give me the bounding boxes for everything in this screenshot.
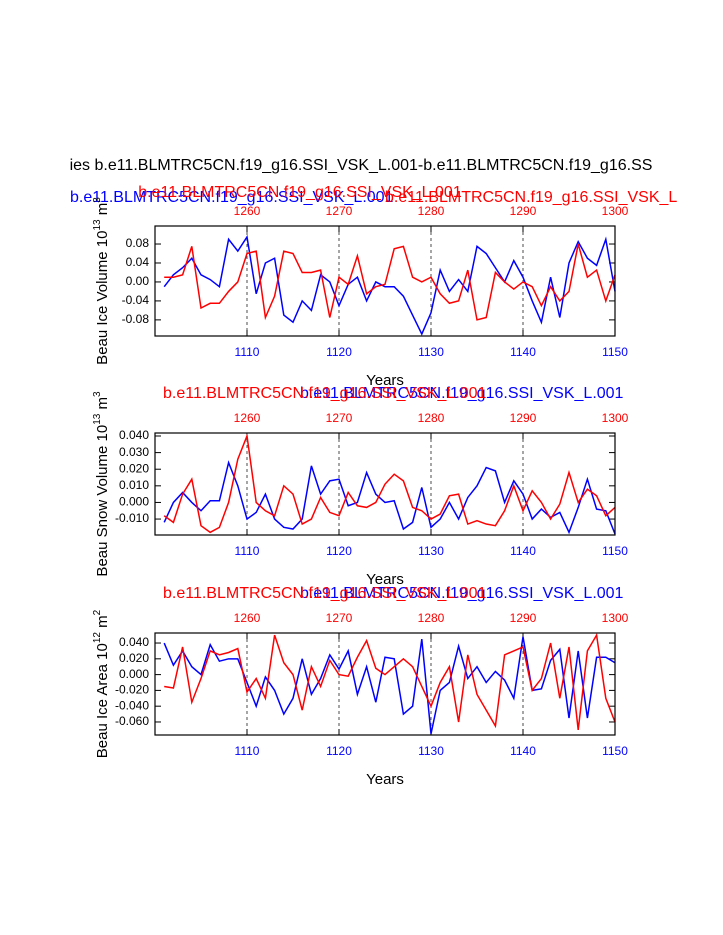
x2-tick-label: 1280 bbox=[418, 611, 445, 625]
x-tick-label: 1130 bbox=[418, 544, 444, 558]
x-tick-label: 1140 bbox=[510, 544, 536, 558]
y-axis-label-part: 3 bbox=[92, 391, 103, 397]
x2-tick-label: 1300 bbox=[602, 411, 629, 425]
x2-tick-label: 1260 bbox=[234, 411, 261, 425]
y-tick-label: 0.040 bbox=[119, 635, 149, 649]
y-tick-label: -0.040 bbox=[115, 698, 149, 712]
x2-tick-label: 1260 bbox=[234, 611, 261, 625]
annotation: b.e11.BLMTRC5CN.f19_g16.SSI_VSK_L bbox=[385, 189, 677, 206]
x-tick-label: 1150 bbox=[602, 544, 628, 558]
x-tick-label: 1110 bbox=[235, 345, 260, 359]
x-tick-label: 1140 bbox=[510, 345, 536, 359]
series-line bbox=[163, 460, 616, 535]
x2-tick-label: 1270 bbox=[326, 204, 353, 218]
x2-tick-label: 1260 bbox=[234, 204, 261, 218]
y-axis-label-part: m bbox=[94, 615, 111, 632]
y-tick-label: -0.060 bbox=[115, 714, 149, 728]
x-tick-label: 1130 bbox=[418, 744, 444, 758]
series-name: b.e11.BLMTRC5CN.f19_g16.SSI_VSK_L.001 bbox=[70, 189, 394, 206]
y-tick-label: 0.00 bbox=[126, 274, 150, 288]
y-axis-label-part: m bbox=[94, 203, 111, 220]
suptitle: ies b.e11.BLMTRC5CN.f19_g16.SSI_VSK_L.00… bbox=[70, 157, 653, 174]
x-tick-label: 1130 bbox=[418, 345, 444, 359]
x-tick-label: 1120 bbox=[326, 744, 352, 758]
y-axis-label-part: 13 bbox=[92, 413, 103, 425]
y-axis-label-part: m bbox=[94, 397, 111, 414]
y-axis-label: Beau Ice Area 1012 m2 bbox=[92, 609, 111, 758]
series-name: b.e11.BLMTRC5CN.f19_g16.SSI_VSK_L.001 bbox=[300, 385, 624, 402]
x-tick-label: 1120 bbox=[326, 544, 352, 558]
series-name: b.e11.BLMTRC5CN.f19_g16.SSI_VSK_L.001 bbox=[163, 585, 487, 602]
y-tick-label: 0.030 bbox=[119, 445, 149, 459]
x2-tick-label: 1270 bbox=[326, 411, 353, 425]
x-axis-label: Years bbox=[366, 571, 404, 588]
series-line bbox=[163, 234, 616, 336]
y-tick-label: 0.020 bbox=[119, 461, 149, 475]
x2-tick-label: 1290 bbox=[510, 611, 537, 625]
y-tick-label: 0.04 bbox=[126, 255, 150, 269]
x2-tick-label: 1300 bbox=[602, 611, 629, 625]
x-tick-label: 1110 bbox=[235, 544, 260, 558]
y-axis-label-part: 2 bbox=[92, 609, 103, 615]
x-tick-label: 1150 bbox=[602, 345, 628, 359]
y-tick-label: 0.040 bbox=[119, 428, 149, 442]
y-tick-label: 0.010 bbox=[119, 478, 149, 492]
x-tick-label: 1140 bbox=[510, 744, 536, 758]
y-tick-label: 0.000 bbox=[119, 667, 149, 681]
series-line bbox=[163, 433, 616, 534]
plot-frame bbox=[154, 632, 616, 736]
y-tick-label: -0.020 bbox=[115, 683, 149, 697]
y-axis-label: Beau Ice Volume 1013 m3 bbox=[92, 197, 111, 365]
y-axis-label-part: 12 bbox=[92, 632, 103, 644]
x2-tick-label: 1280 bbox=[418, 411, 445, 425]
series-line bbox=[164, 632, 616, 730]
series-name: b.e11.BLMTRC5CN.f19_g16.SSI_VSK_L.001 bbox=[138, 184, 462, 201]
y-axis-label-part: Beau Ice Area 10 bbox=[94, 643, 111, 758]
x-tick-label: 1150 bbox=[602, 744, 628, 758]
y-tick-label: 0.000 bbox=[119, 495, 149, 509]
plot-frame bbox=[154, 225, 616, 337]
x-tick-label: 1120 bbox=[326, 345, 352, 359]
y-tick-label: 0.08 bbox=[126, 236, 150, 250]
series-name: b.e11.BLMTRC5CN.f19_g16.SSI_VSK_L.001 bbox=[300, 585, 624, 602]
y-axis-label: Beau Snow Volume 1013 m3 bbox=[92, 391, 111, 577]
y-axis-label-part: Beau Snow Volume 10 bbox=[94, 425, 111, 577]
x2-tick-label: 1290 bbox=[510, 204, 537, 218]
y-axis-label-part: Beau Ice Volume 10 bbox=[94, 231, 111, 365]
x2-tick-label: 1270 bbox=[326, 611, 353, 625]
y-tick-label: -0.04 bbox=[122, 293, 150, 307]
y-axis-label-part: 13 bbox=[92, 219, 103, 231]
x-axis-label: Years bbox=[366, 372, 404, 389]
x-tick-label: 1110 bbox=[235, 744, 260, 758]
x2-tick-label: 1280 bbox=[418, 204, 445, 218]
x2-tick-label: 1290 bbox=[510, 411, 537, 425]
y-tick-label: 0.020 bbox=[119, 651, 149, 665]
y-axis-label-part: 3 bbox=[92, 197, 103, 203]
x2-tick-label: 1300 bbox=[602, 204, 629, 218]
series-line bbox=[163, 636, 616, 734]
plot-frame bbox=[154, 432, 616, 536]
y-tick-label: -0.08 bbox=[122, 312, 150, 326]
series-name: b.e11.BLMTRC5CN.f19_g16.SSI_VSK_L.001 bbox=[163, 385, 487, 402]
series-line bbox=[164, 243, 616, 321]
x-axis-label: Years bbox=[366, 771, 404, 788]
y-tick-label: -0.010 bbox=[115, 511, 149, 525]
